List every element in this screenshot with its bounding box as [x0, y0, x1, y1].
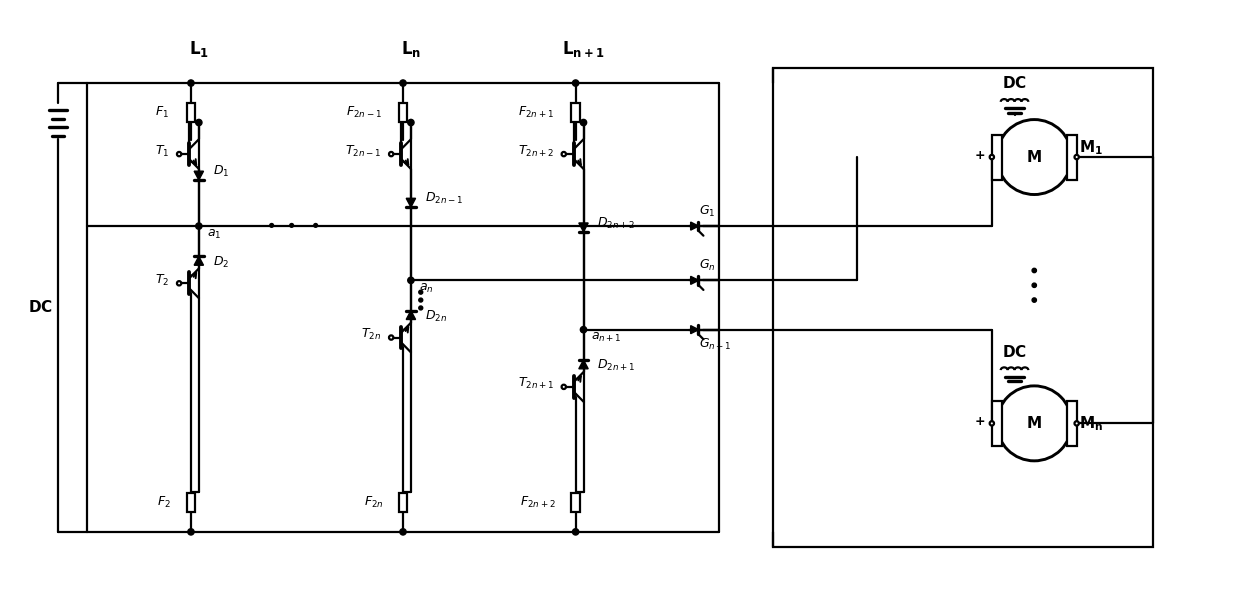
Circle shape: [187, 529, 195, 535]
Text: $\mathbf{L_n}$: $\mathbf{L_n}$: [401, 38, 420, 59]
Circle shape: [1032, 283, 1037, 287]
Text: $a_{n+1}$: $a_{n+1}$: [591, 331, 622, 344]
Text: $\mathit{T_{2n-1}}$: $\mathit{T_{2n-1}}$: [345, 143, 382, 159]
Text: $a_n$: $a_n$: [419, 282, 434, 295]
Text: $\mathit{F_{2n+2}}$: $\mathit{F_{2n+2}}$: [521, 495, 556, 510]
Text: $\mathit{D_{2n}}$: $\mathit{D_{2n}}$: [425, 309, 446, 324]
Circle shape: [408, 277, 414, 284]
Circle shape: [1075, 155, 1079, 159]
Text: $\mathit{G_{n+1}}$: $\mathit{G_{n+1}}$: [699, 337, 732, 352]
Text: $-$: $-$: [1084, 151, 1094, 161]
Text: $\mathbf{L_1}$: $\mathbf{L_1}$: [188, 38, 208, 59]
Text: $\mathit{G_n}$: $\mathit{G_n}$: [699, 258, 715, 273]
Text: $\mathbf{DC}$: $\mathbf{DC}$: [27, 300, 52, 315]
FancyBboxPatch shape: [186, 493, 196, 512]
Text: $\mathit{F_{2n}}$: $\mathit{F_{2n}}$: [363, 495, 383, 510]
Text: $\mathbf{DC}$: $\mathbf{DC}$: [1002, 75, 1027, 91]
FancyBboxPatch shape: [992, 401, 1002, 446]
Circle shape: [1032, 298, 1037, 302]
Text: $\mathit{T_{2n}}$: $\mathit{T_{2n}}$: [361, 327, 382, 342]
Circle shape: [177, 281, 181, 285]
Text: $\mathit{F_2}$: $\mathit{F_2}$: [157, 495, 171, 510]
FancyBboxPatch shape: [773, 68, 1153, 547]
Circle shape: [389, 336, 393, 340]
Circle shape: [419, 306, 423, 310]
Text: $\mathit{D_{2n+1}}$: $\mathit{D_{2n+1}}$: [598, 358, 636, 373]
Circle shape: [573, 80, 579, 86]
FancyBboxPatch shape: [992, 135, 1002, 179]
Text: $\mathbf{DC}$: $\mathbf{DC}$: [1002, 344, 1027, 361]
Circle shape: [562, 385, 565, 389]
Polygon shape: [407, 198, 415, 207]
Text: $\mathit{T_1}$: $\mathit{T_1}$: [155, 143, 169, 159]
Circle shape: [389, 152, 393, 156]
Circle shape: [399, 80, 407, 86]
Circle shape: [1032, 268, 1037, 273]
Circle shape: [187, 80, 195, 86]
Circle shape: [997, 120, 1071, 195]
Text: $\mathit{T_{2n+1}}$: $\mathit{T_{2n+1}}$: [517, 376, 554, 392]
FancyBboxPatch shape: [1066, 135, 1076, 179]
Text: $\mathbf{M}$: $\mathbf{M}$: [1027, 149, 1042, 165]
Polygon shape: [579, 223, 588, 232]
Text: $\mathit{G_1}$: $\mathit{G_1}$: [699, 204, 715, 219]
Text: $\mathbf{M_n}$: $\mathbf{M_n}$: [1080, 414, 1104, 432]
Circle shape: [196, 120, 202, 126]
Text: $-$: $-$: [1084, 417, 1094, 428]
Polygon shape: [691, 326, 698, 334]
Text: $\mathit{D_{2n+2}}$: $\mathit{D_{2n+2}}$: [598, 215, 635, 231]
Text: $\bullet\ \bullet\ \bullet$: $\bullet\ \bullet\ \bullet$: [264, 215, 320, 233]
Polygon shape: [195, 171, 203, 180]
Circle shape: [1075, 421, 1079, 426]
Text: $\mathbf{L_{n+1}}$: $\mathbf{L_{n+1}}$: [562, 38, 605, 59]
Polygon shape: [691, 276, 698, 284]
Circle shape: [196, 223, 202, 229]
FancyBboxPatch shape: [398, 493, 408, 512]
Circle shape: [562, 152, 565, 156]
Circle shape: [177, 152, 181, 156]
Circle shape: [419, 290, 423, 294]
Circle shape: [997, 386, 1071, 461]
Circle shape: [408, 120, 414, 126]
Text: $\mathit{F_1}$: $\mathit{F_1}$: [155, 105, 169, 120]
Text: $\mathit{D_1}$: $\mathit{D_1}$: [212, 164, 229, 179]
FancyBboxPatch shape: [186, 103, 196, 122]
FancyBboxPatch shape: [398, 103, 408, 122]
Text: $\mathit{F_{2n-1}}$: $\mathit{F_{2n-1}}$: [346, 105, 382, 120]
Text: $a_1$: $a_1$: [207, 228, 221, 240]
Text: $\mathit{D_2}$: $\mathit{D_2}$: [212, 254, 229, 270]
Text: $\mathit{D_{2n-1}}$: $\mathit{D_{2n-1}}$: [425, 191, 463, 206]
Polygon shape: [195, 256, 203, 265]
Circle shape: [580, 120, 587, 126]
Polygon shape: [579, 360, 588, 369]
Text: $\mathbf{M_1}$: $\mathbf{M_1}$: [1080, 138, 1104, 157]
Circle shape: [419, 298, 423, 302]
Polygon shape: [407, 310, 415, 320]
Polygon shape: [691, 222, 698, 230]
Text: $\mathit{F_{2n+1}}$: $\mathit{F_{2n+1}}$: [518, 105, 554, 120]
FancyBboxPatch shape: [572, 103, 580, 122]
Text: +: +: [975, 415, 985, 428]
FancyBboxPatch shape: [572, 493, 580, 512]
Circle shape: [990, 421, 994, 426]
Circle shape: [573, 529, 579, 535]
Circle shape: [990, 155, 994, 159]
Text: $\mathit{T_{2n+2}}$: $\mathit{T_{2n+2}}$: [518, 143, 554, 159]
Text: $\mathbf{M}$: $\mathbf{M}$: [1027, 415, 1042, 431]
FancyBboxPatch shape: [1066, 401, 1076, 446]
Circle shape: [399, 529, 407, 535]
Text: $\mathit{T_2}$: $\mathit{T_2}$: [155, 273, 169, 288]
Text: +: +: [975, 149, 985, 162]
Circle shape: [580, 326, 587, 333]
